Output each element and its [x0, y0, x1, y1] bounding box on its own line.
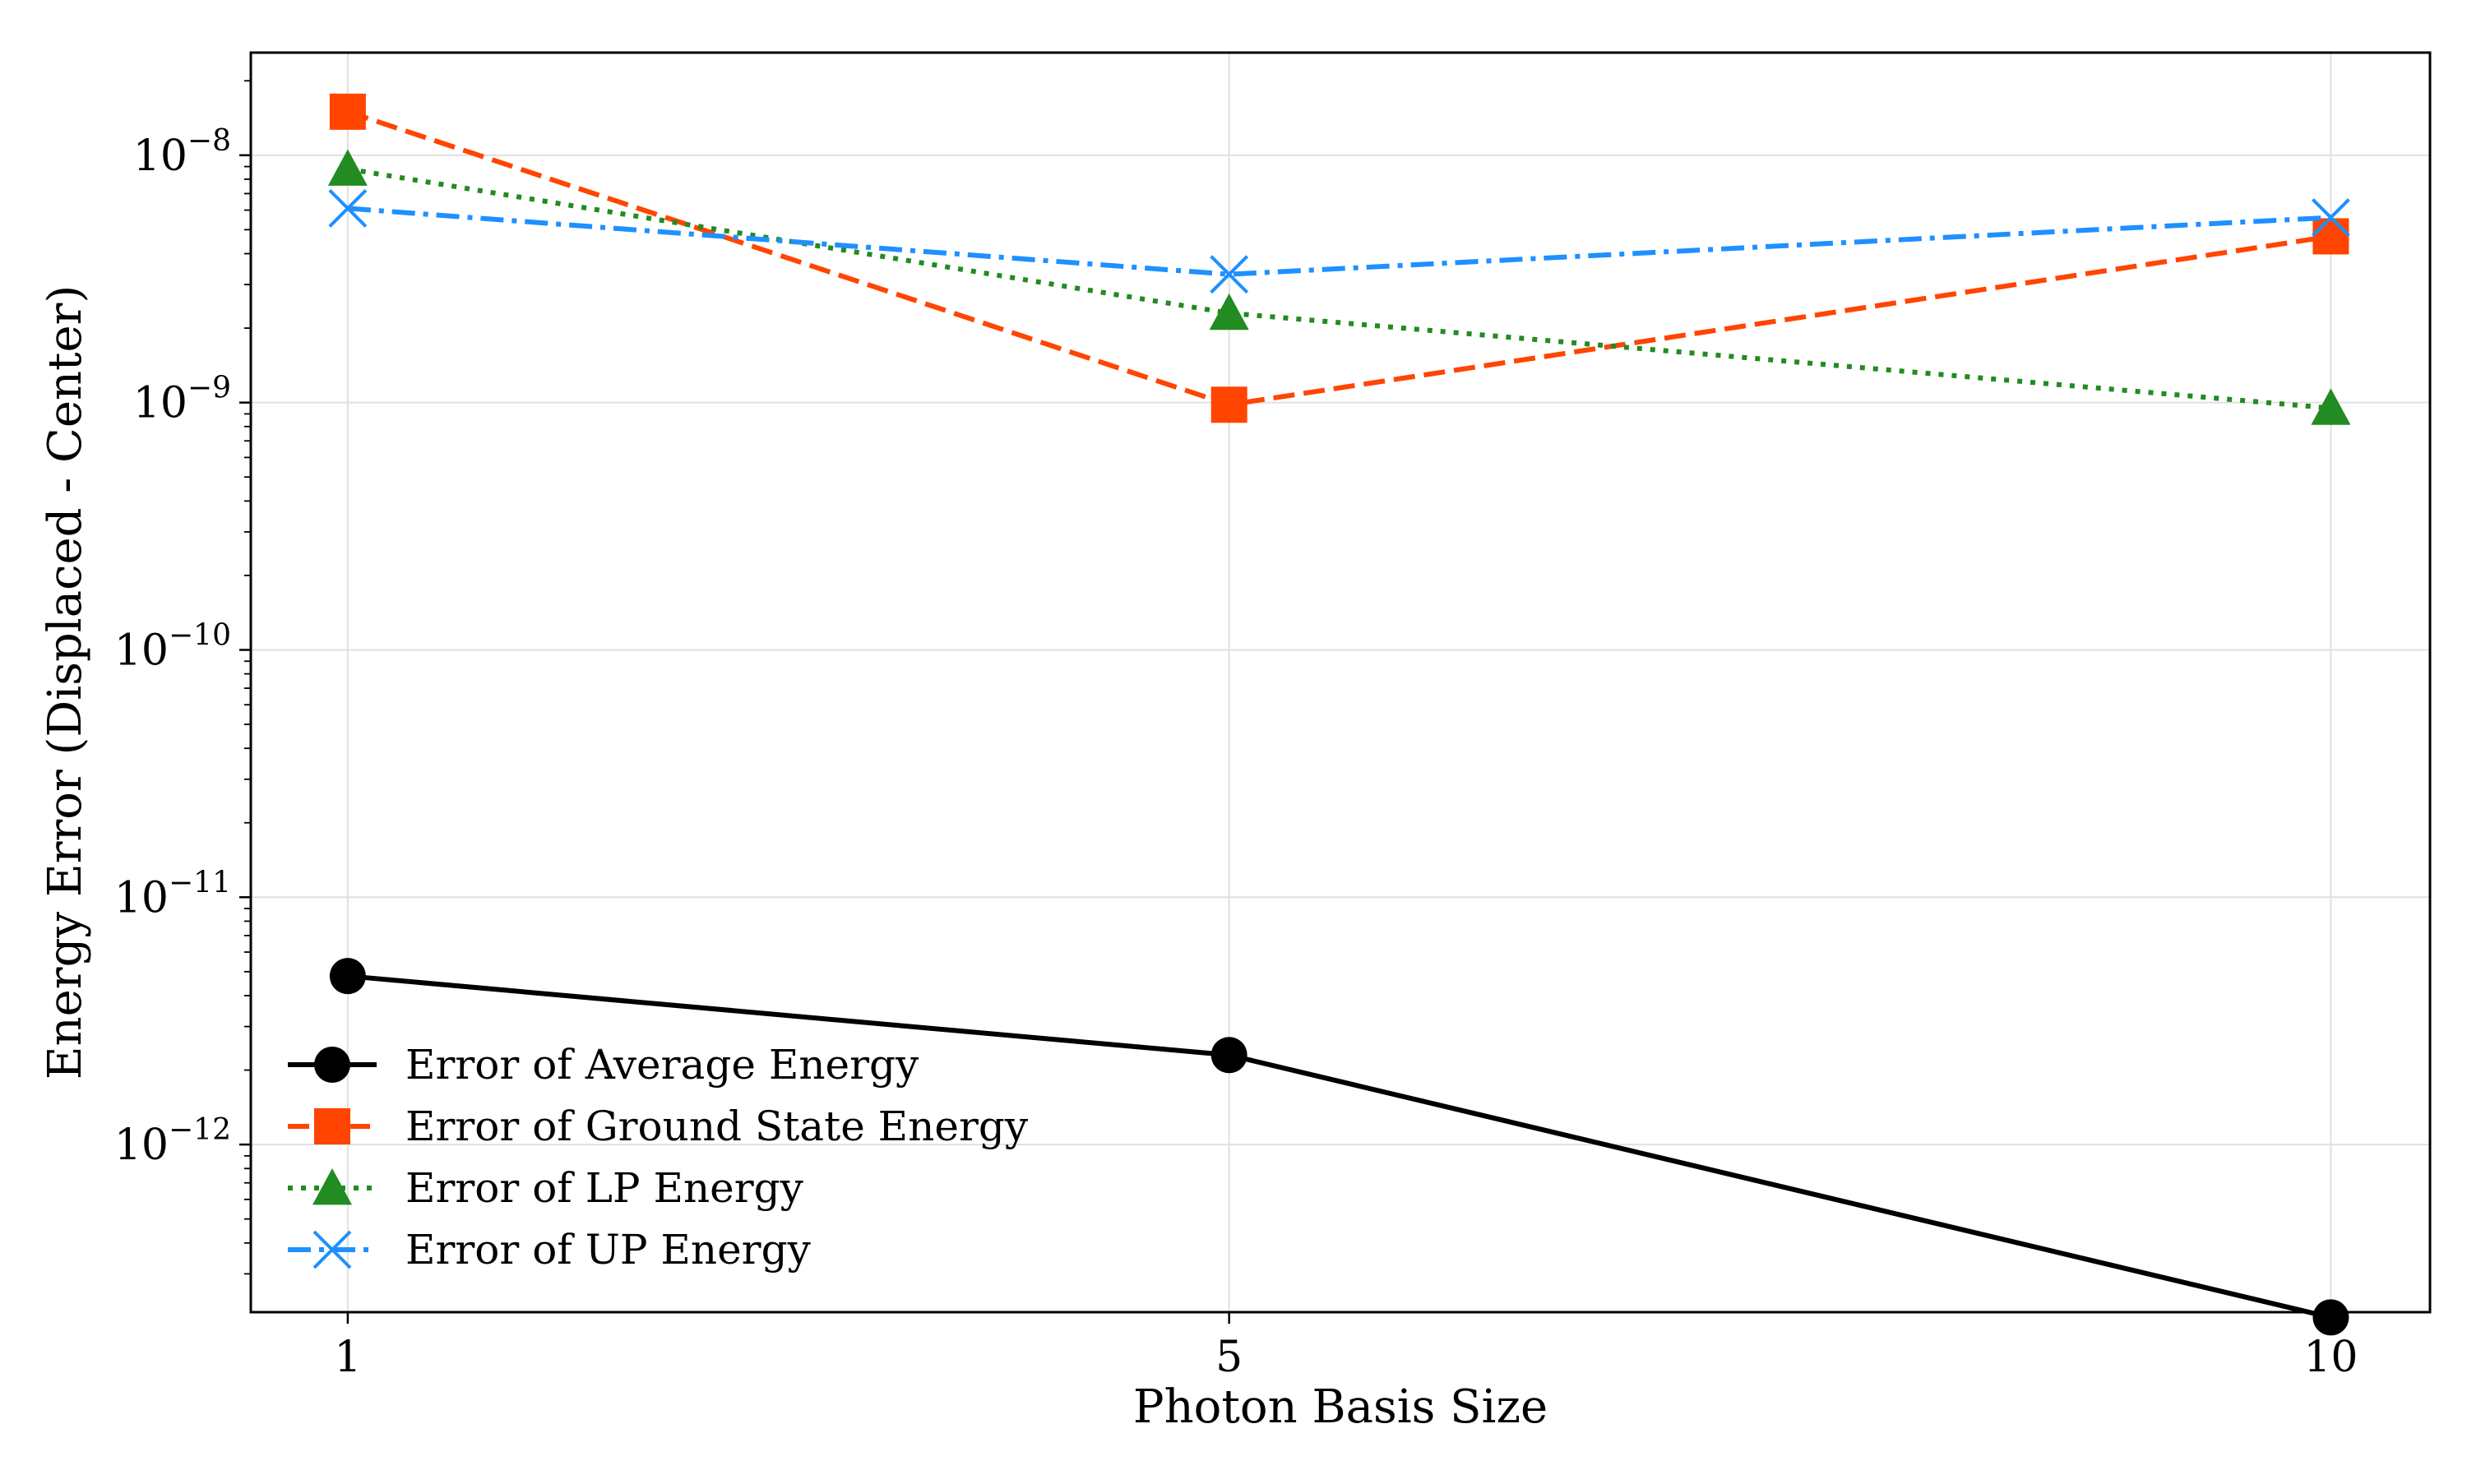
y-axis-title: Energy Error (Displaced - Center)	[39, 285, 92, 1080]
legend-marker	[314, 1108, 350, 1144]
series-layer	[327, 93, 2351, 1336]
legend-marker	[314, 1047, 350, 1083]
y-tick-exponent: −12	[169, 1113, 231, 1147]
data-point	[1210, 255, 1249, 294]
data-point	[329, 958, 366, 995]
legend-entry: Error of LP Energy	[288, 1164, 804, 1212]
legend-marker	[312, 1230, 352, 1269]
data-point	[1209, 293, 1249, 331]
y-tick-exponent: −8	[187, 124, 231, 158]
y-tick-label: 10−11	[114, 866, 231, 922]
data-point	[2312, 218, 2349, 255]
y-tick-label: 10−8	[133, 124, 231, 181]
y-tick-exponent: −9	[187, 372, 231, 405]
plot-frame	[249, 51, 2432, 1314]
legend-label: Error of Average Energy	[405, 1041, 919, 1089]
data-point	[328, 188, 368, 228]
grid	[251, 53, 2430, 1312]
y-tick-exponent: −11	[169, 866, 231, 899]
data-point	[327, 149, 368, 186]
legend-label: Error of LP Energy	[405, 1164, 804, 1212]
y-tick-label: 10−9	[133, 372, 231, 428]
y-tick-base: 10	[114, 873, 169, 922]
y-tick-label: 10−10	[114, 618, 231, 675]
legend-marker	[312, 1168, 352, 1205]
y-tick-label: 10−12	[114, 1113, 231, 1170]
legend-entry: Error of UP Energy	[288, 1226, 812, 1274]
x-axis-title: Photon Basis Size	[1133, 1380, 1548, 1434]
data-point	[329, 93, 366, 130]
series-line	[347, 206, 2331, 277]
y-tick-exponent: −10	[169, 618, 231, 652]
series-line	[347, 166, 2331, 411]
legend: Error of Average Energy Error of Ground S…	[288, 1041, 1029, 1274]
y-tick-base: 10	[114, 1121, 169, 1170]
x-tick-label: 5	[1215, 1333, 1243, 1382]
data-point	[2312, 198, 2350, 237]
legend-label: Error of UP Energy	[405, 1226, 812, 1274]
y-tick-base: 10	[133, 132, 187, 181]
data-point	[1210, 386, 1247, 423]
legend-label: Error of Ground State Energy	[405, 1103, 1029, 1150]
series-4	[328, 188, 2350, 294]
y-tick-base: 10	[133, 379, 187, 428]
legend-entry: Error of Ground State Energy	[288, 1103, 1029, 1150]
data-point	[2311, 388, 2351, 425]
series-2	[329, 93, 2349, 423]
x-tick-label: 1	[334, 1333, 361, 1382]
data-point	[1210, 1037, 1247, 1074]
series-1	[329, 958, 2349, 1336]
x-tick-label: 10	[2303, 1333, 2358, 1382]
legend-entry: Error of Average Energy	[288, 1041, 919, 1089]
x-axis-ticks: 1 5 10	[334, 1312, 2358, 1382]
series-3	[327, 149, 2351, 425]
y-tick-base: 10	[114, 626, 169, 675]
